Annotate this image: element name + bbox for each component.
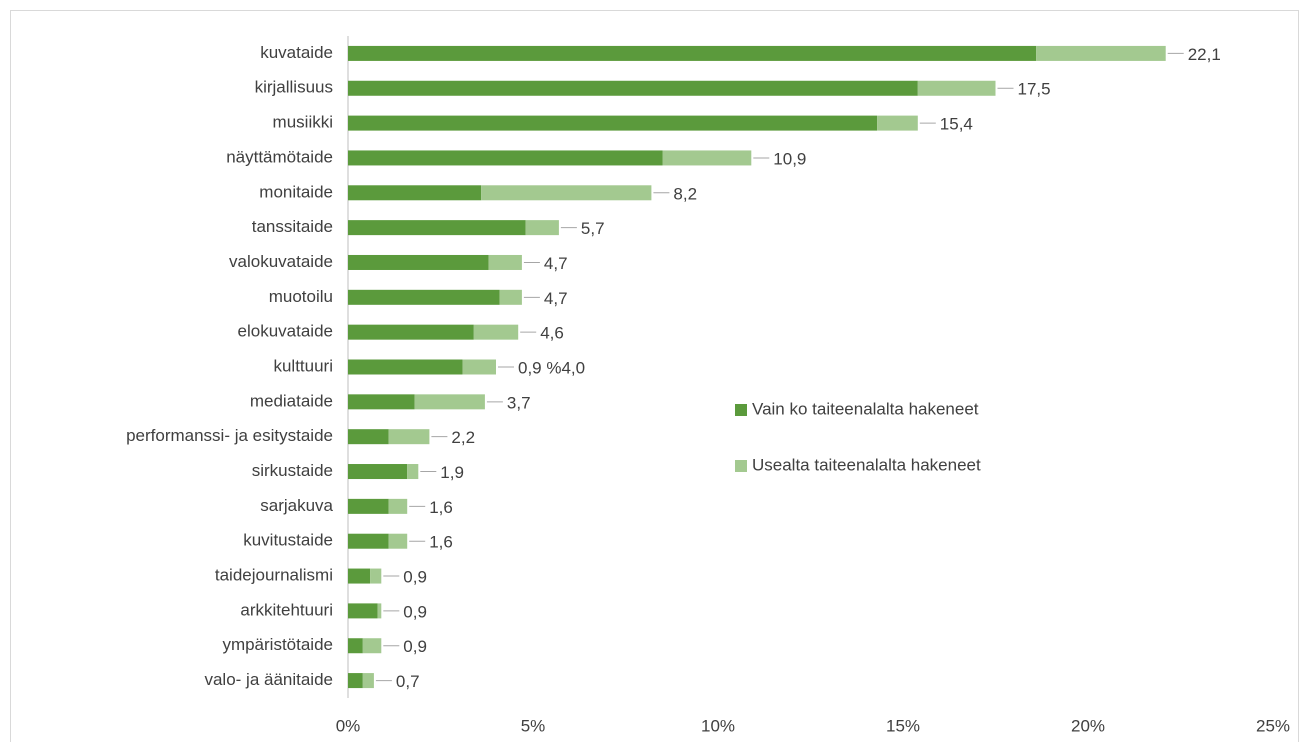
bar-segment <box>348 185 482 201</box>
legend-swatch <box>735 404 747 416</box>
x-tick-label: 5% <box>521 716 546 735</box>
y-tick-label: kuvataide <box>260 43 333 62</box>
bar-segment <box>362 673 374 689</box>
bar-segment <box>388 429 430 445</box>
y-tick-label: kulttuuri <box>273 356 333 375</box>
data-label: 4,7 <box>544 289 568 308</box>
bar-segment <box>348 254 489 270</box>
legend-swatch <box>735 460 747 472</box>
bar-segment <box>877 115 918 131</box>
data-label: 4,6 <box>540 324 564 343</box>
x-tick-label: 20% <box>1071 716 1105 735</box>
data-label: 4,7 <box>544 254 568 273</box>
data-label: 17,5 <box>1018 80 1051 99</box>
bar-segment <box>348 638 363 654</box>
y-tick-label: kuvitustaide <box>243 531 333 550</box>
bar-segment <box>370 568 382 584</box>
bar-segment <box>348 603 378 619</box>
y-tick-label: elokuvataide <box>238 322 333 341</box>
data-label: 10,9 <box>773 149 806 168</box>
legend-label: Usealta taiteenalalta hakeneet <box>752 455 981 474</box>
bar-segment <box>407 464 419 480</box>
bar-segment <box>348 45 1037 61</box>
y-tick-label: kirjallisuus <box>255 78 333 97</box>
bar-segment <box>348 673 363 689</box>
data-label: 0,9 %4,0 <box>518 358 585 377</box>
y-tick-label: muotoilu <box>269 287 333 306</box>
bar-segment <box>499 289 522 305</box>
bar-segment <box>488 254 522 270</box>
data-label: 1,6 <box>429 533 453 552</box>
bar-segment <box>348 429 389 445</box>
data-label: 2,2 <box>451 428 475 447</box>
bar-segment <box>362 638 382 654</box>
legend-label: Vain ko taiteenalalta hakeneet <box>752 399 979 418</box>
bar-segment <box>348 150 663 166</box>
x-tick-label: 15% <box>886 716 920 735</box>
bar-segment <box>348 115 878 131</box>
bar-segment <box>917 80 996 96</box>
bar-segment <box>377 603 382 619</box>
bar-segment <box>462 359 496 375</box>
y-tick-label: sarjakuva <box>260 496 333 515</box>
bar-segment <box>414 394 485 410</box>
y-tick-label: monitaide <box>259 182 333 201</box>
bar-segment <box>348 533 389 549</box>
chart-border <box>10 10 1299 747</box>
data-label: 0,9 <box>403 602 427 621</box>
data-label: 15,4 <box>940 115 973 134</box>
y-tick-label: näyttämötaide <box>226 147 333 166</box>
bar-segment <box>348 498 389 514</box>
bar-segment <box>388 498 408 514</box>
bar-segment <box>662 150 752 166</box>
y-tick-label: arkkitehtuuri <box>240 600 333 619</box>
bar-segment <box>1036 45 1166 61</box>
bar-segment <box>525 220 559 236</box>
bar-segment <box>348 289 500 305</box>
data-label: 0,7 <box>396 672 420 691</box>
x-tick-label: 0% <box>336 716 361 735</box>
data-label: 5,7 <box>581 219 605 238</box>
y-tick-label: performanssi- ja esitystaide <box>126 426 333 445</box>
y-tick-label: taidejournalismi <box>215 566 333 585</box>
bar-segment <box>481 185 652 201</box>
y-tick-label: ympäristötaide <box>222 635 333 654</box>
data-label: 8,2 <box>673 184 697 203</box>
bar-segment <box>348 324 474 340</box>
bar-segment <box>348 394 415 410</box>
bar-segment <box>348 568 371 584</box>
y-tick-label: tanssitaide <box>252 217 333 236</box>
y-tick-label: sirkustaide <box>252 461 333 480</box>
bar-segment <box>473 324 519 340</box>
bar-segment <box>348 220 526 236</box>
bar-segment <box>348 464 408 480</box>
y-tick-label: valo- ja äänitaide <box>204 670 333 689</box>
bar-segment <box>388 533 408 549</box>
bar-segment <box>348 359 463 375</box>
data-label: 22,1 <box>1188 45 1221 64</box>
x-tick-label: 25% <box>1256 716 1290 735</box>
data-label: 0,9 <box>403 637 427 656</box>
bar-segment <box>348 80 918 96</box>
y-tick-label: valokuvataide <box>229 252 333 271</box>
y-tick-label: musiikki <box>273 113 333 132</box>
data-label: 1,9 <box>440 463 464 482</box>
data-label: 3,7 <box>507 393 531 412</box>
data-label: 0,9 <box>403 568 427 587</box>
y-tick-label: mediataide <box>250 391 333 410</box>
data-label: 1,6 <box>429 498 453 517</box>
x-tick-label: 10% <box>701 716 735 735</box>
